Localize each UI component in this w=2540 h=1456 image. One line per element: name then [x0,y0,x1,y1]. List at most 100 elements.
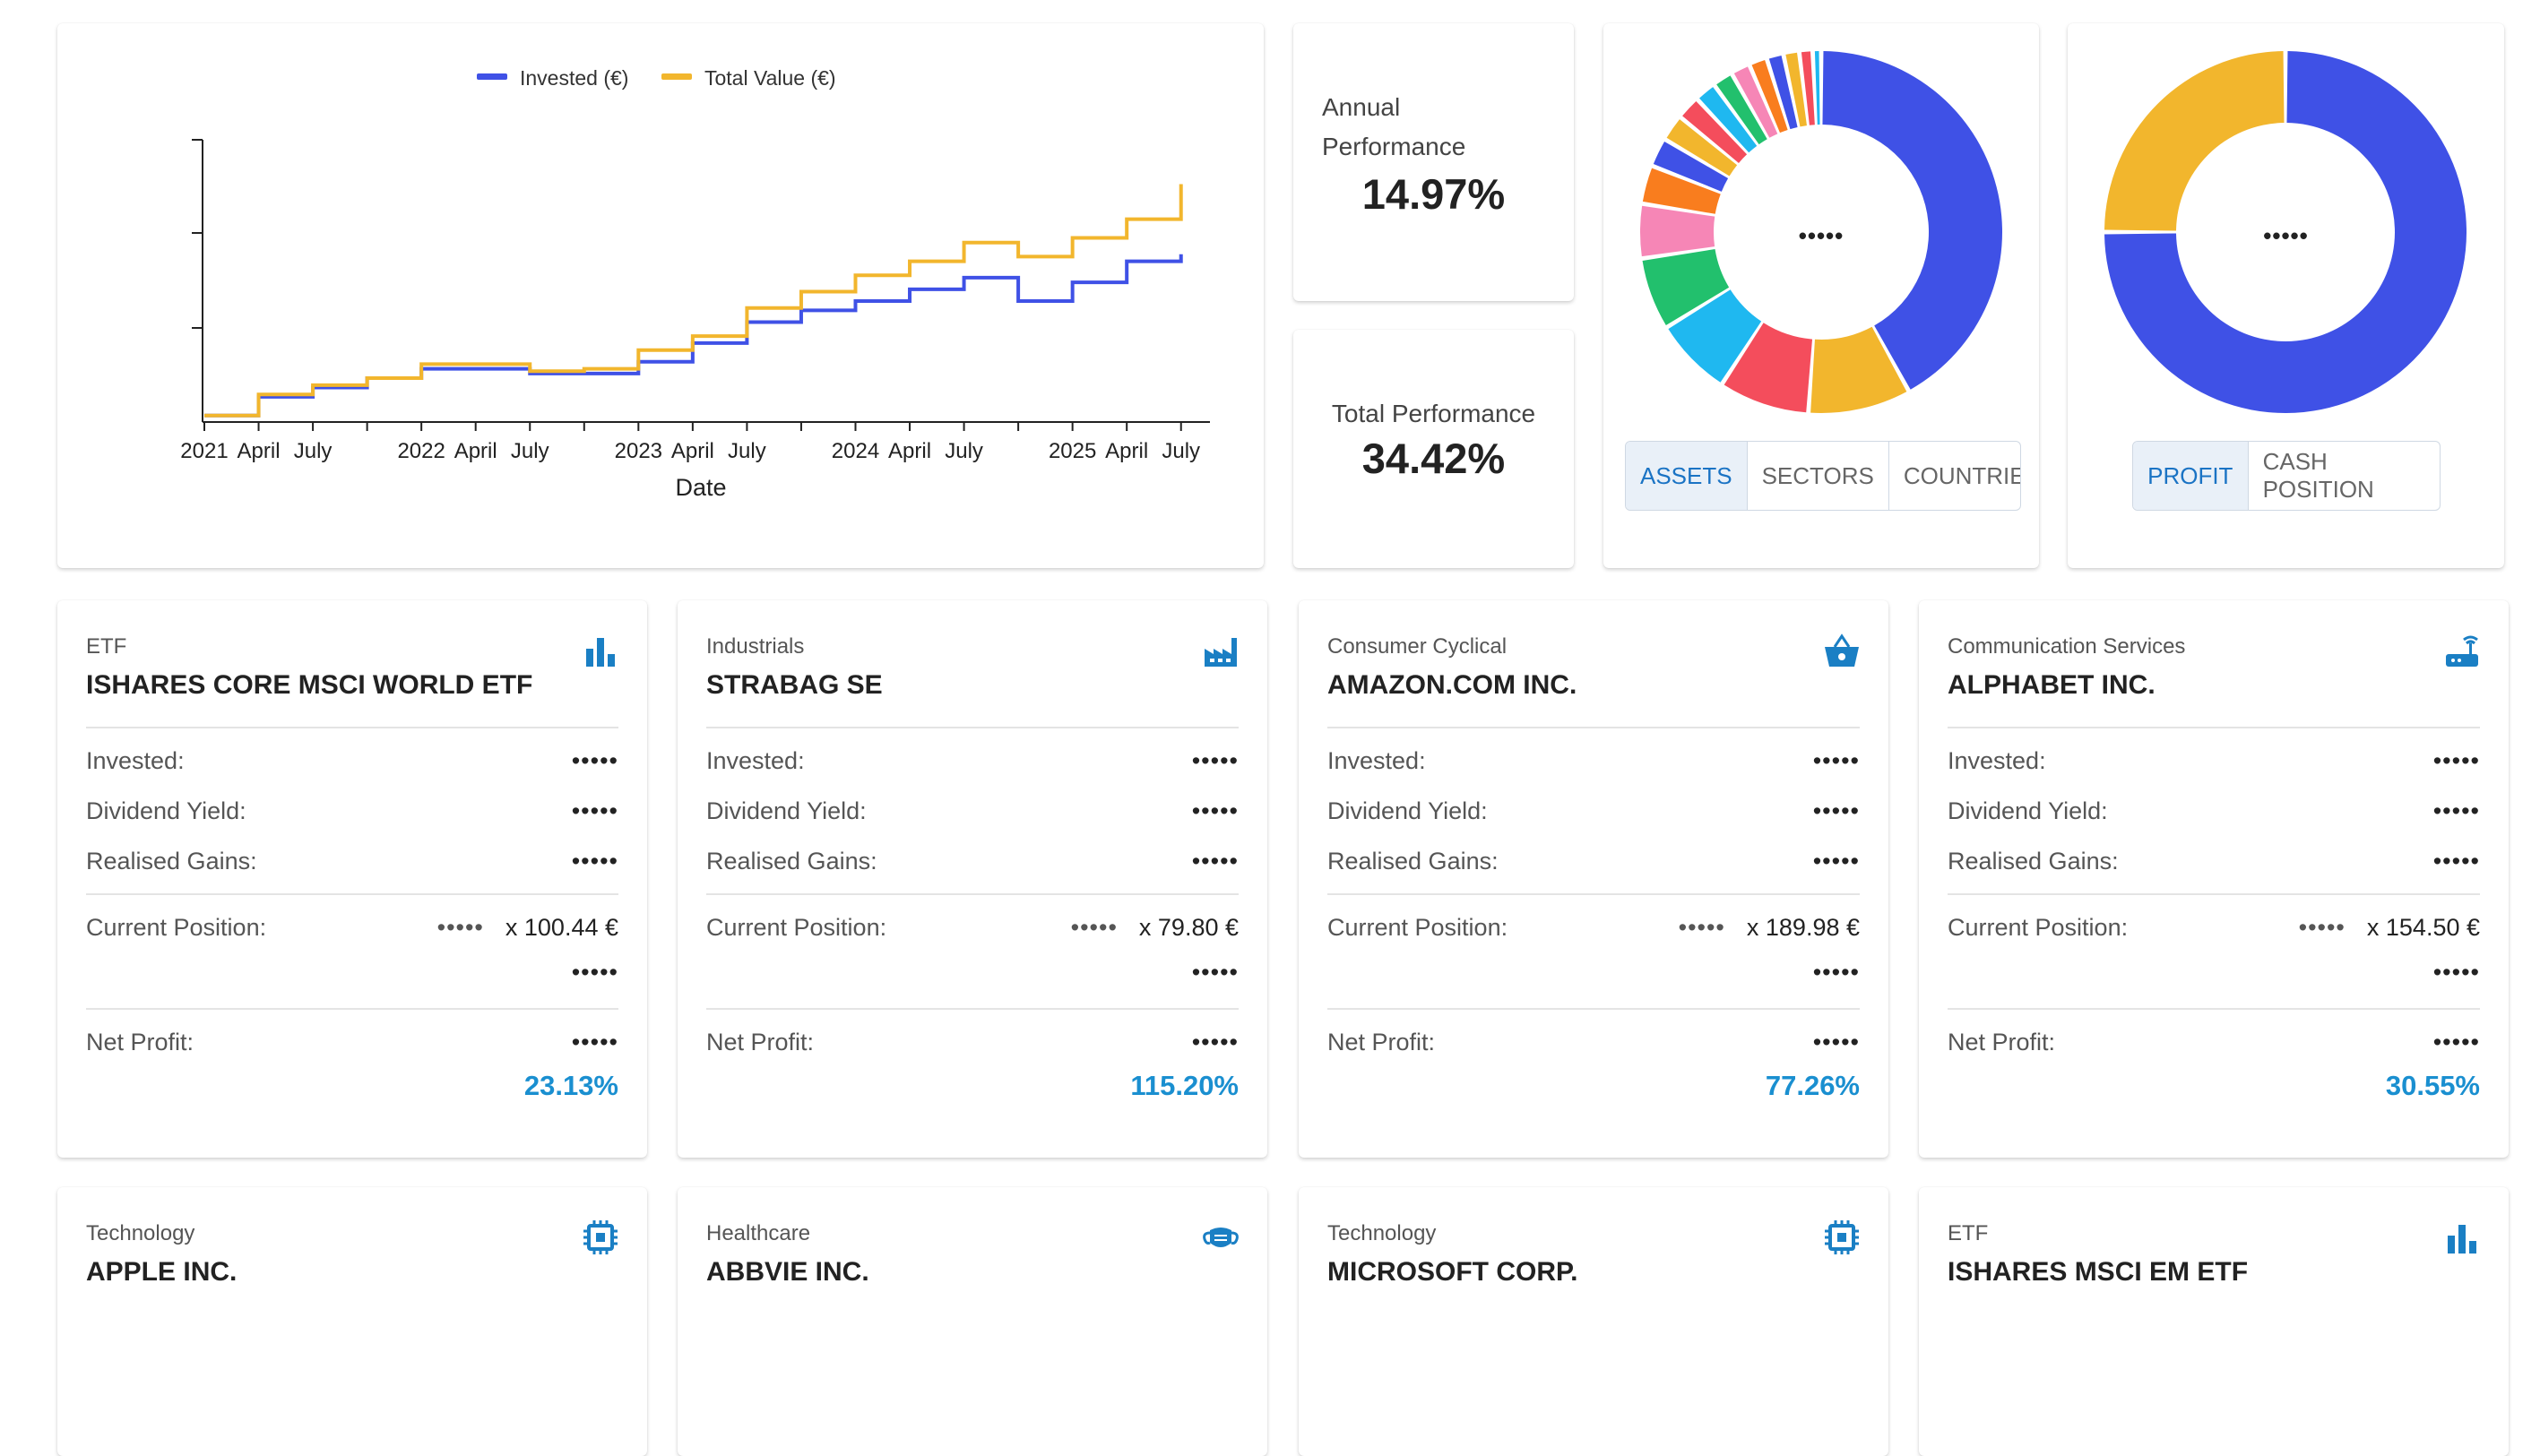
donut-slice[interactable] [1733,66,1778,138]
net-profit-label: Net Profit: [1327,1029,1436,1055]
holding-card[interactable]: Consumer Cyclical AMAZON.COM INC. Invest… [1299,600,1888,1158]
donut-slice[interactable] [1642,168,1721,214]
holding-card[interactable]: Technology APPLE INC. [57,1187,647,1456]
divider [706,1008,1239,1010]
legend-item-total-value[interactable]: Total Value (€) [661,66,836,90]
realised-row: Realised Gains: ••••• [1948,848,2480,875]
x-tick-label: July [1162,439,1200,463]
donut-slice[interactable] [1642,249,1730,325]
donut-center-value: ••••• [1798,222,1845,249]
holding-card[interactable]: ETF ISHARES CORE MSCI WORLD ETF Invested… [57,600,647,1158]
donut-slice[interactable] [1768,55,1798,130]
net-profit-row: Net Profit: ••••• [706,1029,1239,1056]
donut-slice[interactable] [2104,51,2467,414]
realised-label: Realised Gains: [1948,848,2119,874]
divider [1327,893,1860,895]
net-profit-value: ••••• [1191,1029,1239,1055]
allocation-toggle-group: ASSETS SECTORS COUNTRIES [1625,441,2021,511]
allocation-donut-card: ••••• ASSETS SECTORS COUNTRIES [1603,23,2039,568]
position-price: x 154.50 € [2366,914,2480,941]
toggle-cash-position-button[interactable]: CASH POSITION [2247,442,2440,510]
toggle-assets-button[interactable]: ASSETS [1626,442,1747,510]
x-tick-label: 2021 [180,439,228,463]
donut-slice[interactable] [1653,141,1729,192]
holding-name: ISHARES CORE MSCI WORLD ETF [86,670,533,700]
holding-sector: Technology [86,1221,195,1245]
donut-slice[interactable] [1785,52,1807,127]
invested-label: Invested: [1948,747,2046,774]
x-tick-label: 2024 [832,439,879,463]
donut-slice[interactable] [1682,100,1748,163]
donut-slice[interactable] [1699,87,1758,153]
net-profit-percent: 115.20% [1130,1070,1239,1101]
divider [1948,727,2480,728]
x-tick-label: July [945,439,983,463]
position-label: Current Position: [86,914,267,941]
dividend-label: Dividend Yield: [86,797,246,824]
legend-label-total-value: Total Value (€) [704,66,836,90]
toggle-countries-button[interactable]: COUNTRIES [1888,442,2020,510]
net-profit-value: ••••• [2432,1029,2480,1055]
x-tick-label: July [728,439,766,463]
toggle-profit-button[interactable]: PROFIT [2133,442,2248,510]
position-row: Current Position: ••••• x 189.98 € [1327,914,1860,942]
position-total: ••••• [2432,959,2480,986]
basket-icon [1825,633,1859,667]
portfolio-chart-card: Invested (€) Total Value (€) 2021 April Ju… [57,23,1264,568]
invested-row: Invested: ••••• [1327,747,1860,775]
x-tick-label: 2023 [615,439,662,463]
donut-slice[interactable] [1822,51,2002,390]
realised-label: Realised Gains: [706,848,877,874]
holding-sector: ETF [1948,1221,1989,1245]
holding-card[interactable]: ETF ISHARES MSCI EM ETF [1919,1187,2509,1456]
invested-value: ••••• [571,747,618,774]
position-row: Current Position: ••••• x 79.80 € [706,914,1239,942]
holding-card[interactable]: Industrials STRABAG SE Invested: ••••• Di… [678,600,1267,1158]
holding-card[interactable]: Healthcare ABBVIE INC. [678,1187,1267,1456]
dividend-value: ••••• [571,797,618,824]
holding-card[interactable]: Communication Services ALPHABET INC. Inv… [1919,600,2509,1158]
realised-value: ••••• [1191,848,1239,874]
holding-sector: Industrials [706,634,805,659]
dividend-row: Dividend Yield: ••••• [1948,797,2480,825]
mask-icon [1203,1228,1239,1247]
x-tick-label: 2022 [397,439,445,463]
position-qty: ••••• [1070,914,1118,941]
bar-chart-icon [586,638,615,667]
realised-value: ••••• [571,848,618,874]
x-tick-label: April [1105,439,1148,463]
holding-card[interactable]: Technology MICROSOFT CORP. [1299,1187,1888,1456]
donut-slice[interactable] [1751,60,1788,134]
donut-slice[interactable] [1814,51,1820,125]
holding-name: APPLE INC. [86,1257,238,1287]
x-tick-label: July [511,439,549,463]
allocation-donut-chart [1640,51,2002,413]
donut-slice[interactable] [1668,289,1762,383]
donut-slice[interactable] [1724,323,1813,413]
profit-donut-card: ••••• PROFIT CASH POSITION [2068,23,2504,568]
total-performance-card: Total Performance 34.42% [1293,330,1574,568]
position-row: Current Position: ••••• x 154.50 € [1948,914,2480,942]
toggle-sectors-button[interactable]: SECTORS [1746,442,1888,510]
donut-slice[interactable] [1801,51,1815,125]
invested-row: Invested: ••••• [86,747,618,775]
donut-slice[interactable] [2104,51,2285,231]
x-tick-label: July [294,439,333,463]
legend-item-invested[interactable]: Invested (€) [477,66,628,90]
donut-slice[interactable] [1666,119,1738,177]
holding-name: ABBVIE INC. [706,1257,869,1287]
holding-sector: ETF [86,634,127,659]
total-performance-label: Total Performance [1331,400,1536,427]
dividend-value: ••••• [1191,797,1239,824]
x-tick-label: 2025 [1049,439,1096,463]
donut-slice[interactable] [1640,205,1715,257]
donut-slice[interactable] [1810,326,1907,413]
invested-row: Invested: ••••• [706,747,1239,775]
realised-label: Realised Gains: [86,848,257,874]
position-total: ••••• [571,959,618,986]
realised-row: Realised Gains: ••••• [86,848,618,875]
net-profit-percent: 77.26% [1765,1070,1860,1101]
invested-value: ••••• [2432,747,2480,774]
position-qty: ••••• [1678,914,1725,941]
donut-slice[interactable] [1716,75,1767,145]
